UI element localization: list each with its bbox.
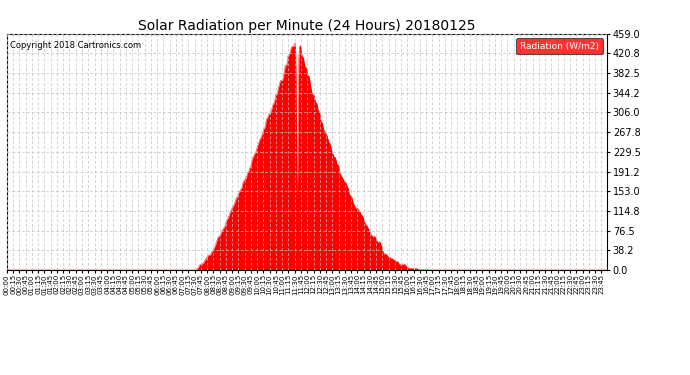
Text: Copyright 2018 Cartronics.com: Copyright 2018 Cartronics.com (10, 41, 141, 50)
Legend: Radiation (W/m2): Radiation (W/m2) (516, 38, 602, 54)
Title: Solar Radiation per Minute (24 Hours) 20180125: Solar Radiation per Minute (24 Hours) 20… (138, 19, 476, 33)
